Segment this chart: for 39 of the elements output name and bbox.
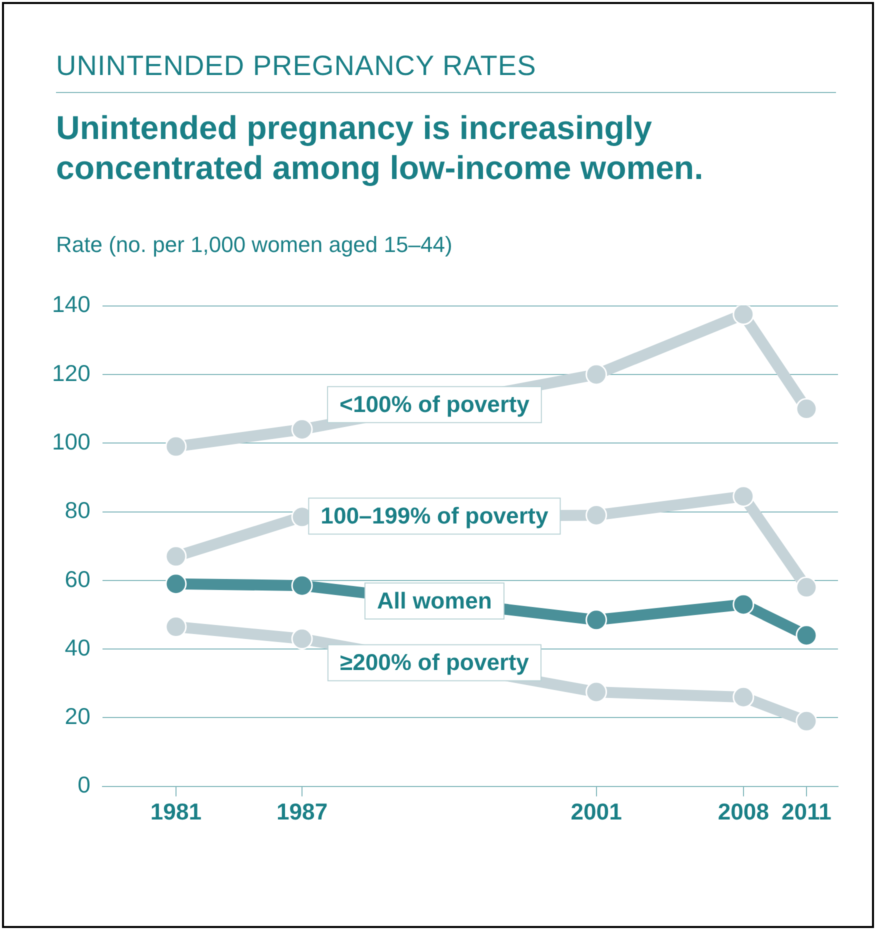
point — [732, 594, 754, 616]
series-label: <100% of poverty — [340, 391, 530, 418]
point — [586, 609, 608, 631]
point — [796, 624, 818, 646]
y-axis-title: Rate (no. per 1,000 women aged 15–44) — [56, 232, 452, 258]
point — [165, 546, 187, 568]
point — [732, 486, 754, 508]
point — [291, 628, 313, 650]
point — [586, 364, 608, 386]
y-tick-label: 60 — [64, 566, 90, 592]
point — [586, 504, 608, 526]
point — [165, 436, 187, 458]
y-tick-label: 100 — [52, 428, 90, 454]
y-tick-label: 120 — [52, 360, 90, 386]
chart-title: Unintended pregnancy is increasingly concentrated among low-income women. — [56, 108, 704, 188]
series-label: All women — [376, 587, 492, 614]
y-tick-label: 40 — [64, 634, 90, 660]
series-label: 100–199% of poverty — [320, 502, 548, 528]
point — [732, 306, 754, 326]
x-tick-label: 2001 — [570, 798, 622, 825]
point — [732, 686, 754, 708]
point — [796, 710, 818, 732]
point — [291, 418, 313, 440]
y-tick-label: 80 — [64, 497, 90, 524]
point — [291, 574, 313, 596]
point — [165, 573, 187, 595]
x-tick-label: 1987 — [276, 798, 328, 825]
x-tick-label: 2008 — [718, 798, 770, 825]
x-tick-label: 1981 — [150, 798, 202, 825]
series-label: ≥200% of poverty — [340, 649, 530, 676]
x-tick-label: 2011 — [782, 798, 832, 825]
point — [796, 398, 818, 420]
y-tick-label: 20 — [64, 703, 90, 730]
y-tick-label: 140 — [52, 291, 90, 318]
chart-subtitle: UNINTENDED PREGNANCY RATES — [56, 50, 836, 93]
point — [165, 616, 187, 638]
point — [796, 576, 818, 598]
y-tick-label: 0 — [78, 772, 90, 798]
point — [586, 681, 608, 703]
